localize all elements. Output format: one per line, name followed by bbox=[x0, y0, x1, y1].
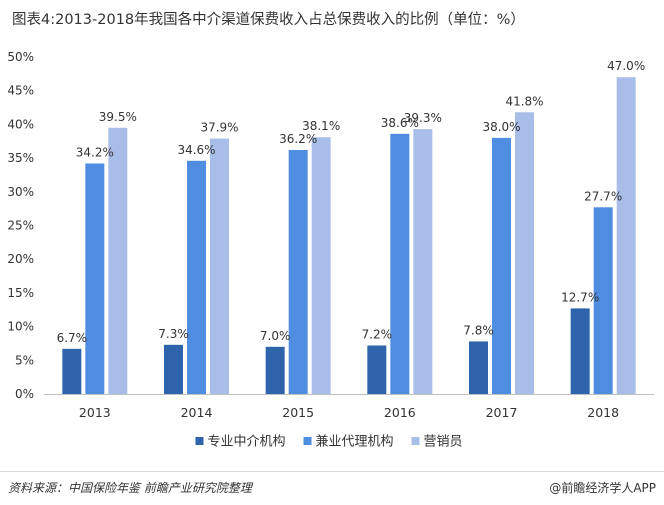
data-label: 36.2% bbox=[279, 132, 317, 146]
y-tick-label: 35% bbox=[7, 151, 34, 165]
data-label: 34.2% bbox=[76, 145, 114, 159]
brand-credit: @前瞻经济学人APP bbox=[549, 481, 656, 495]
y-tick-label: 40% bbox=[7, 117, 34, 131]
y-tick-label: 15% bbox=[7, 286, 34, 300]
x-tick-label: 2016 bbox=[384, 405, 416, 420]
footer-divider bbox=[0, 471, 664, 472]
x-tick-label: 2017 bbox=[486, 405, 518, 420]
bar-2014-2 bbox=[210, 138, 229, 394]
x-tick-label: 2018 bbox=[587, 405, 619, 420]
bar-2015-2 bbox=[311, 137, 331, 394]
bar-2018-0 bbox=[570, 308, 590, 394]
data-label: 37.9% bbox=[200, 121, 238, 135]
y-tick-label: 25% bbox=[7, 219, 34, 233]
legend-label-2: 营销员 bbox=[424, 435, 463, 450]
x-tick-label: 2015 bbox=[282, 405, 314, 420]
bar-2018-2 bbox=[616, 77, 636, 394]
data-label: 7.8% bbox=[463, 323, 494, 337]
data-label: 38.6% bbox=[381, 116, 419, 130]
bar-2013-2 bbox=[108, 127, 128, 395]
x-tick-label: 2014 bbox=[181, 405, 213, 420]
bar-2013-0 bbox=[62, 348, 82, 394]
data-label: 7.3% bbox=[158, 327, 189, 341]
bar-2015-1 bbox=[288, 150, 308, 394]
bar-2014-0 bbox=[164, 344, 183, 394]
y-tick-label: 0% bbox=[15, 387, 34, 401]
bar-2015-0 bbox=[265, 346, 285, 394]
legend: 专业中介机构 兼业代理机构 营销员 bbox=[195, 435, 463, 450]
chart-title: 图表4:2013-2018年我国各中介渠道保费收入占总保费收入的比例（单位：%） bbox=[12, 12, 525, 28]
data-label: 47.0% bbox=[607, 59, 645, 73]
legend-label-1: 兼业代理机构 bbox=[316, 435, 394, 450]
y-tick-label: 10% bbox=[7, 320, 34, 334]
bar-2016-0 bbox=[367, 345, 387, 394]
x-axis: 2013 2014 2015 2016 2017 2018 bbox=[44, 394, 654, 420]
data-label: 38.0% bbox=[482, 120, 520, 134]
data-label: 27.7% bbox=[584, 189, 622, 203]
y-tick-label: 5% bbox=[15, 353, 34, 367]
legend-swatch-2 bbox=[411, 437, 420, 445]
legend-label-0: 专业中介机构 bbox=[208, 435, 286, 450]
y-tick-label: 50% bbox=[7, 50, 34, 64]
bar-2017-2 bbox=[515, 112, 534, 394]
bar-2018-1 bbox=[593, 207, 613, 394]
y-tick-label: 45% bbox=[7, 84, 34, 98]
data-label: 34.6% bbox=[177, 143, 215, 157]
data-label: 7.0% bbox=[260, 329, 291, 343]
bar-2013-1 bbox=[85, 163, 105, 394]
bar-2016-1 bbox=[390, 133, 410, 394]
y-axis: 0% 5% 10% 15% 20% 25% 30% 35% 40% 45% 50% bbox=[7, 50, 34, 401]
data-label: 12.7% bbox=[561, 290, 599, 304]
data-label: 6.7% bbox=[57, 331, 88, 345]
data-label: 39.3% bbox=[404, 111, 442, 125]
x-tick-label: 2013 bbox=[79, 405, 111, 420]
data-label: 41.8% bbox=[505, 94, 543, 108]
y-tick-label: 20% bbox=[7, 252, 34, 266]
y-tick-label: 30% bbox=[7, 185, 34, 199]
legend-swatch-1 bbox=[303, 437, 312, 445]
data-label: 39.5% bbox=[99, 110, 137, 124]
bar-2014-1 bbox=[187, 160, 206, 394]
source-note: 资料来源：中国保险年鉴 前瞻产业研究院整理 bbox=[8, 481, 252, 495]
bar-2017-0 bbox=[469, 341, 488, 394]
bar-2017-1 bbox=[492, 137, 511, 394]
bar-2016-2 bbox=[413, 129, 433, 395]
bars bbox=[62, 77, 636, 395]
legend-swatch-0 bbox=[195, 437, 204, 445]
bar-chart: 0% 5% 10% 15% 20% 25% 30% 35% 40% 45% 50% 6.7% 34.2… bbox=[7, 50, 654, 450]
data-labels: 6.7%34.2%39.5%7.3%34.6%37.9%7.0%36.2%38.… bbox=[57, 59, 646, 345]
data-label: 38.1% bbox=[302, 119, 340, 133]
data-label: 7.2% bbox=[362, 327, 393, 341]
